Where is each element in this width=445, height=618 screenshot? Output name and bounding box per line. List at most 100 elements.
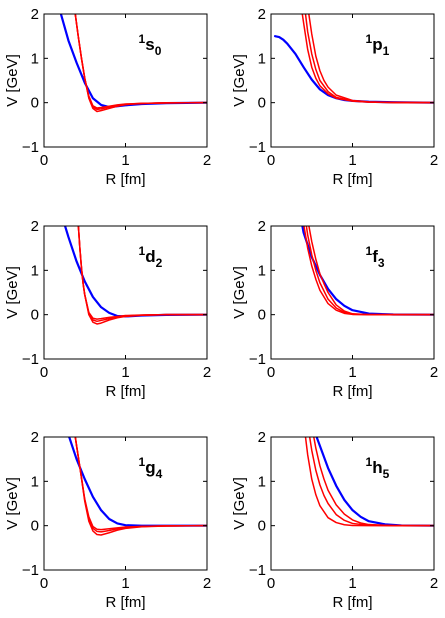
x-tick-label: 0	[267, 152, 275, 169]
y-tick-label: 0	[31, 518, 39, 535]
y-axis-label: V [GeV]	[231, 54, 248, 107]
red-curve-1	[303, 226, 434, 316]
y-tick-label: −1	[249, 562, 266, 579]
wave-subscript: 4	[156, 467, 163, 481]
wave-letter: s	[145, 35, 154, 54]
y-axis-label: V [GeV]	[4, 54, 21, 107]
y-tick-label: 1	[258, 262, 266, 279]
blue-curve-0	[273, 35, 434, 104]
y-tick-label: 1	[258, 473, 266, 490]
red-curve-2	[308, 437, 434, 527]
y-axis-label: V [GeV]	[4, 266, 21, 319]
y-tick-label: 1	[258, 50, 266, 67]
x-axis-label: R [fm]	[333, 171, 373, 188]
red-curve-3	[77, 226, 207, 325]
red-curve-2	[77, 226, 207, 323]
y-tick-label: −1	[249, 351, 266, 368]
y-tick-label: 1	[31, 50, 39, 67]
y-tick-label: 2	[258, 6, 266, 23]
y-axis-label: V [GeV]	[4, 477, 21, 530]
red-curve-3	[308, 226, 434, 316]
red-curve-3	[74, 437, 207, 536]
red-curve-1	[77, 226, 207, 320]
y-tick-label: 0	[258, 518, 266, 535]
wave-letter: h	[372, 458, 382, 477]
wave-letter: g	[145, 458, 155, 477]
blue-curve-0	[68, 437, 207, 527]
wave-superscript: 1	[139, 32, 146, 46]
axes-box	[43, 225, 208, 360]
red-curve-3	[313, 437, 434, 527]
x-tick-label: 2	[203, 364, 211, 381]
x-tick-label: 1	[348, 364, 356, 381]
x-tick-label: 1	[121, 575, 129, 592]
wave-subscript: 0	[155, 44, 162, 58]
x-tick-label: 1	[121, 364, 129, 381]
wave-superscript: 1	[366, 32, 373, 46]
y-tick-label: −1	[22, 139, 39, 156]
axes-box	[43, 436, 208, 571]
partial-wave-label: 1g4	[139, 455, 163, 481]
y-tick-label: 2	[31, 6, 39, 23]
x-axis-label: R [fm]	[106, 171, 146, 188]
blue-curve-0	[301, 226, 434, 316]
red-curve-2	[74, 14, 207, 111]
wave-superscript: 1	[366, 244, 373, 258]
x-tick-label: 2	[430, 575, 438, 592]
x-tick-label: 0	[40, 575, 48, 592]
red-curve-2	[305, 226, 434, 316]
y-tick-label: 1	[31, 262, 39, 279]
y-tick-label: 0	[258, 95, 266, 112]
x-tick-label: 0	[40, 152, 48, 169]
wave-letter: f	[372, 247, 378, 266]
axes-box	[270, 13, 435, 148]
y-tick-label: 0	[258, 307, 266, 324]
y-tick-label: 0	[31, 95, 39, 112]
axes-box	[43, 13, 208, 148]
red-curve-3	[308, 14, 434, 104]
x-tick-label: 2	[430, 364, 438, 381]
x-tick-label: 0	[267, 575, 275, 592]
x-tick-label: 1	[121, 152, 129, 169]
y-tick-label: 2	[31, 429, 39, 446]
x-tick-label: 0	[40, 364, 48, 381]
x-axis-label: R [fm]	[106, 594, 146, 611]
red-curve-1	[74, 14, 207, 109]
partial-wave-label: 1h5	[366, 455, 390, 481]
partial-wave-label: 1d2	[139, 244, 163, 270]
wave-letter: p	[372, 35, 382, 54]
wave-subscript: 1	[383, 44, 390, 58]
y-tick-label: 2	[258, 218, 266, 235]
y-tick-label: 1	[31, 473, 39, 490]
red-curve-2	[304, 14, 434, 104]
red-curve-2	[74, 437, 207, 533]
axes-box	[270, 225, 435, 360]
y-axis-label: V [GeV]	[231, 266, 248, 319]
y-tick-label: 2	[258, 429, 266, 446]
red-curve-1	[74, 437, 207, 531]
red-curve-1	[301, 14, 434, 104]
wave-superscript: 1	[139, 244, 146, 258]
x-axis-label: R [fm]	[333, 594, 373, 611]
y-tick-label: 2	[31, 218, 39, 235]
blue-curve-0	[315, 437, 434, 527]
x-tick-label: 0	[267, 364, 275, 381]
y-tick-label: 0	[31, 307, 39, 324]
y-tick-label: −1	[249, 139, 266, 156]
red-curve-3	[74, 14, 207, 113]
wave-letter: d	[145, 247, 155, 266]
x-tick-label: 2	[203, 575, 211, 592]
x-tick-label: 1	[348, 152, 356, 169]
y-tick-label: −1	[22, 351, 39, 368]
partial-wave-label: 1p1	[366, 32, 390, 58]
wave-subscript: 5	[383, 467, 390, 481]
wave-superscript: 1	[366, 455, 373, 469]
wave-subscript: 3	[378, 256, 385, 270]
y-tick-label: −1	[22, 562, 39, 579]
x-axis-label: R [fm]	[333, 383, 373, 400]
